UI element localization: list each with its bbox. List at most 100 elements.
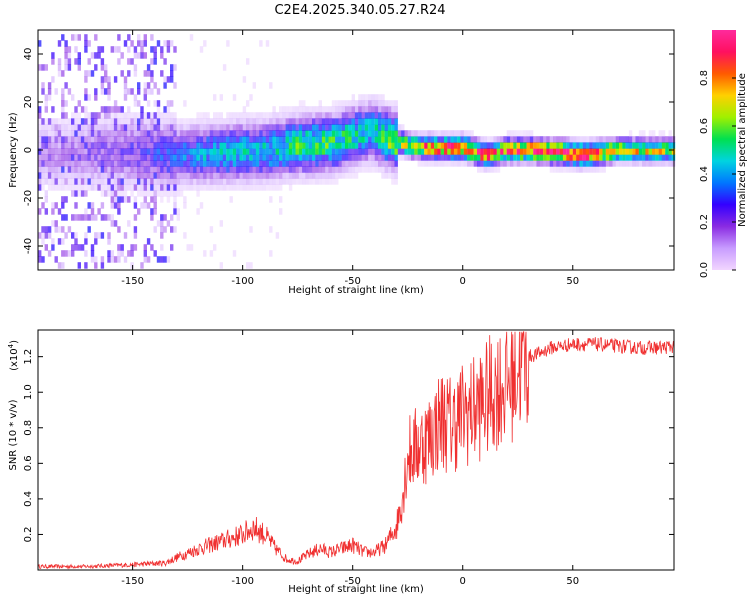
spectrogram-cell [90, 208, 95, 215]
spectrogram-cell [232, 166, 237, 173]
spectrogram-cell [117, 244, 121, 251]
spectrogram-cell [642, 148, 646, 155]
spectrogram-cell [133, 142, 138, 149]
x-tick-label: -100 [231, 276, 254, 287]
spectrogram-cell [259, 166, 263, 173]
spectrogram-cell [160, 226, 164, 233]
spectrogram-cell [203, 184, 207, 191]
spectrogram-cell [80, 160, 85, 167]
spectrogram-cell [74, 124, 78, 131]
x-tick-label: -50 [345, 576, 361, 587]
spectrogram-cell [384, 100, 388, 107]
spectrogram-cell [387, 106, 392, 113]
spectrogram-cell [137, 208, 141, 215]
spectrogram-cell [166, 166, 171, 173]
spectrogram-cell [107, 190, 111, 197]
spectrogram-cell [143, 82, 147, 89]
spectrogram-cell [401, 142, 405, 149]
spectrogram-cell [38, 148, 42, 155]
spectrogram-cell [209, 130, 214, 137]
spectrogram-cell [239, 154, 243, 161]
spectrogram-cell [84, 118, 88, 125]
spectrogram-cell [173, 124, 177, 131]
spectrogram-cell [645, 160, 649, 167]
spectrogram-cell [206, 130, 210, 137]
spectrogram-cell [84, 34, 88, 41]
spectrogram-cell [166, 178, 171, 185]
spectrogram-cell [203, 130, 207, 137]
spectrogram-cell [576, 148, 580, 155]
spectrogram-cell [133, 130, 138, 137]
spectrogram-cell [196, 148, 200, 155]
spectrogram-cell [229, 184, 233, 191]
spectrogram-cell [387, 172, 392, 179]
spectrogram-cell [166, 76, 171, 83]
spectrogram-cell [90, 172, 95, 179]
spectrogram-cell [302, 100, 306, 107]
spectrogram-cell [315, 112, 319, 119]
spectrogram-cell [288, 160, 293, 167]
spectrogram-cell [123, 112, 128, 119]
spectrogram-cell [146, 184, 151, 191]
spectrogram-cell [341, 124, 346, 131]
spectrogram-cell [199, 178, 204, 185]
spectrogram-cell [120, 112, 124, 119]
spectrogram-cell [57, 142, 62, 149]
spectrogram-cell [176, 136, 180, 143]
spectrogram-cell [496, 166, 501, 173]
spectrogram-cell [100, 124, 105, 131]
spectrogram-cell [140, 160, 144, 167]
spectrogram-cell [246, 160, 250, 167]
spectrogram-cell [658, 130, 662, 137]
spectrogram-cell [305, 130, 309, 137]
spectrogram-cell [381, 106, 385, 113]
spectrogram-cell [308, 118, 313, 125]
spectrogram-cell [226, 118, 230, 125]
spectrogram-cell [305, 112, 309, 119]
spectrogram-cell [130, 88, 134, 95]
spectrogram-cell [576, 160, 580, 167]
spectrogram-cell [348, 160, 352, 167]
spectrogram-cell [364, 154, 369, 161]
spectrogram-cell [460, 148, 464, 155]
spectrogram-cell [480, 136, 484, 143]
spectrogram-cell [282, 136, 286, 143]
spectrogram-cell [378, 130, 382, 137]
spectrogram-cell [609, 160, 613, 167]
spectrogram-cell [655, 160, 659, 167]
spectrogram-cell [470, 160, 474, 167]
spectrogram-cell [61, 124, 65, 131]
spectrogram-cell [566, 136, 570, 143]
spectrogram-cell [90, 250, 95, 257]
spectrogram-cell [80, 106, 85, 113]
spectrogram-cell [239, 166, 243, 173]
spectrogram-cell [94, 160, 98, 167]
spectrogram-cell [401, 136, 405, 143]
spectrogram-cell [107, 238, 111, 245]
spectrogram-cell [84, 208, 88, 215]
spectrogram-cell [335, 130, 339, 137]
spectrogram-cell [87, 136, 91, 143]
spectrogram-cell [226, 112, 230, 119]
spectrogram-cell [384, 142, 388, 149]
spectrogram-cell [427, 130, 431, 137]
spectrogram-cell [520, 142, 524, 149]
spectrogram-cell [361, 106, 365, 113]
spectrogram-cell [496, 136, 501, 143]
spectrogram-cell [242, 136, 247, 143]
spectrogram-cell [295, 124, 299, 131]
spectrogram-cell [110, 184, 114, 191]
spectrogram-cell [232, 148, 237, 155]
spectrogram-cell [642, 160, 646, 167]
spectrogram-cell [170, 136, 174, 143]
snr-x-label: Height of straight line (km) [288, 584, 424, 595]
spectrogram-cell [226, 124, 230, 131]
spectrogram-cell [176, 190, 180, 197]
spectrogram-cell [529, 160, 534, 167]
spectrogram-cell [394, 118, 398, 125]
spectrogram-cell [199, 166, 204, 173]
spectrogram-cell [308, 172, 313, 179]
spectrogram-cell [232, 184, 237, 191]
spectrogram-cell [338, 130, 342, 137]
spectrogram-cell [539, 148, 544, 155]
